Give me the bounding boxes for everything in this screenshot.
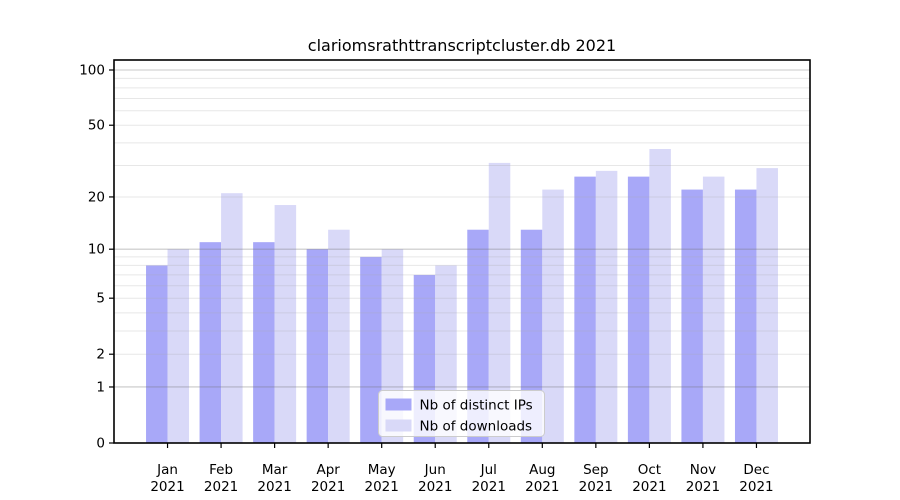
x-axis-tick-label-year: 2021 [150, 479, 184, 495]
bar-downloads-oct [649, 149, 671, 443]
y-axis-tick-label: 10 [88, 242, 105, 258]
y-axis-tick-label: 5 [96, 291, 105, 307]
y-axis-tick-label: 2 [96, 347, 105, 363]
x-axis-tick-label-year: 2021 [418, 479, 452, 495]
x-axis-tick-label-year: 2021 [686, 479, 720, 495]
bar-distinct-ips-aug [520, 229, 543, 443]
x-axis-tick-label-year: 2021 [632, 479, 666, 495]
bar-downloads-jan [167, 249, 190, 443]
chart-title: clariomsrathttranscriptcluster.db 2021 [308, 36, 616, 55]
bar-distinct-ips-apr [306, 249, 329, 443]
x-axis-tick-label-month: Sep [583, 462, 608, 478]
x-axis-tick-label-month: Feb [209, 462, 233, 478]
x-axis-tick-label-year: 2021 [204, 479, 238, 495]
bar-distinct-ips-jan [146, 265, 168, 443]
legend-label-distinct-ips: Nb of distinct IPs [420, 398, 533, 414]
y-axis-tick-label: 1 [96, 379, 105, 395]
x-axis-tick-label-month: Oct [638, 462, 661, 478]
bar-distinct-ips-may [360, 256, 382, 443]
y-axis-tick-label: 0 [96, 436, 105, 452]
legend-box [378, 390, 545, 437]
bar-distinct-ips-mar [253, 242, 275, 443]
bar-distinct-ips-nov [681, 189, 703, 443]
bar-downloads-apr [328, 229, 350, 443]
legend-swatch-distinct-ips [385, 398, 412, 411]
x-axis-tick-label-month: Dec [743, 462, 769, 478]
bar-downloads-nov [702, 176, 725, 443]
bar-downloads-feb [221, 193, 243, 443]
bar-downloads-dec [756, 168, 778, 443]
bar-downloads-aug [542, 189, 564, 443]
bar-downloads-sep [595, 170, 618, 443]
x-axis-tick-label-month: May [368, 462, 396, 478]
x-axis-tick-label-year: 2021 [311, 479, 345, 495]
x-axis-tick-label-month: Jun [424, 462, 446, 478]
bar-distinct-ips-dec [734, 189, 757, 443]
x-axis-tick-label-month: Apr [316, 462, 340, 478]
x-axis-tick-label-month: Aug [529, 462, 555, 478]
bar-downloads-jul [488, 162, 511, 443]
bar-downloads-mar [274, 205, 297, 443]
x-axis-tick-label-year: 2021 [525, 479, 559, 495]
x-axis-tick-label-month: Jul [480, 462, 497, 478]
plot-border [113, 59, 811, 444]
bar-distinct-ips-jul [467, 229, 489, 443]
x-axis-tick-label-month: Mar [262, 462, 288, 478]
x-axis-tick-label-year: 2021 [739, 479, 773, 495]
x-axis-tick-label-year: 2021 [472, 479, 506, 495]
y-axis-tick-label: 50 [88, 118, 105, 134]
bar-distinct-ips-sep [574, 176, 596, 443]
y-axis-tick-label: 100 [79, 63, 105, 79]
legend-swatch-downloads [385, 419, 412, 432]
legend-label-downloads: Nb of downloads [420, 419, 533, 435]
bar-distinct-ips-oct [627, 176, 650, 443]
bar-distinct-ips-feb [199, 242, 222, 443]
x-axis-tick-label-month: Nov [690, 462, 716, 478]
x-axis-tick-label-month: Jan [156, 462, 178, 478]
y-axis-tick-label: 20 [88, 189, 105, 205]
x-axis-tick-label-year: 2021 [365, 479, 399, 495]
x-axis-tick-label-year: 2021 [579, 479, 613, 495]
x-axis-tick-label-year: 2021 [257, 479, 291, 495]
